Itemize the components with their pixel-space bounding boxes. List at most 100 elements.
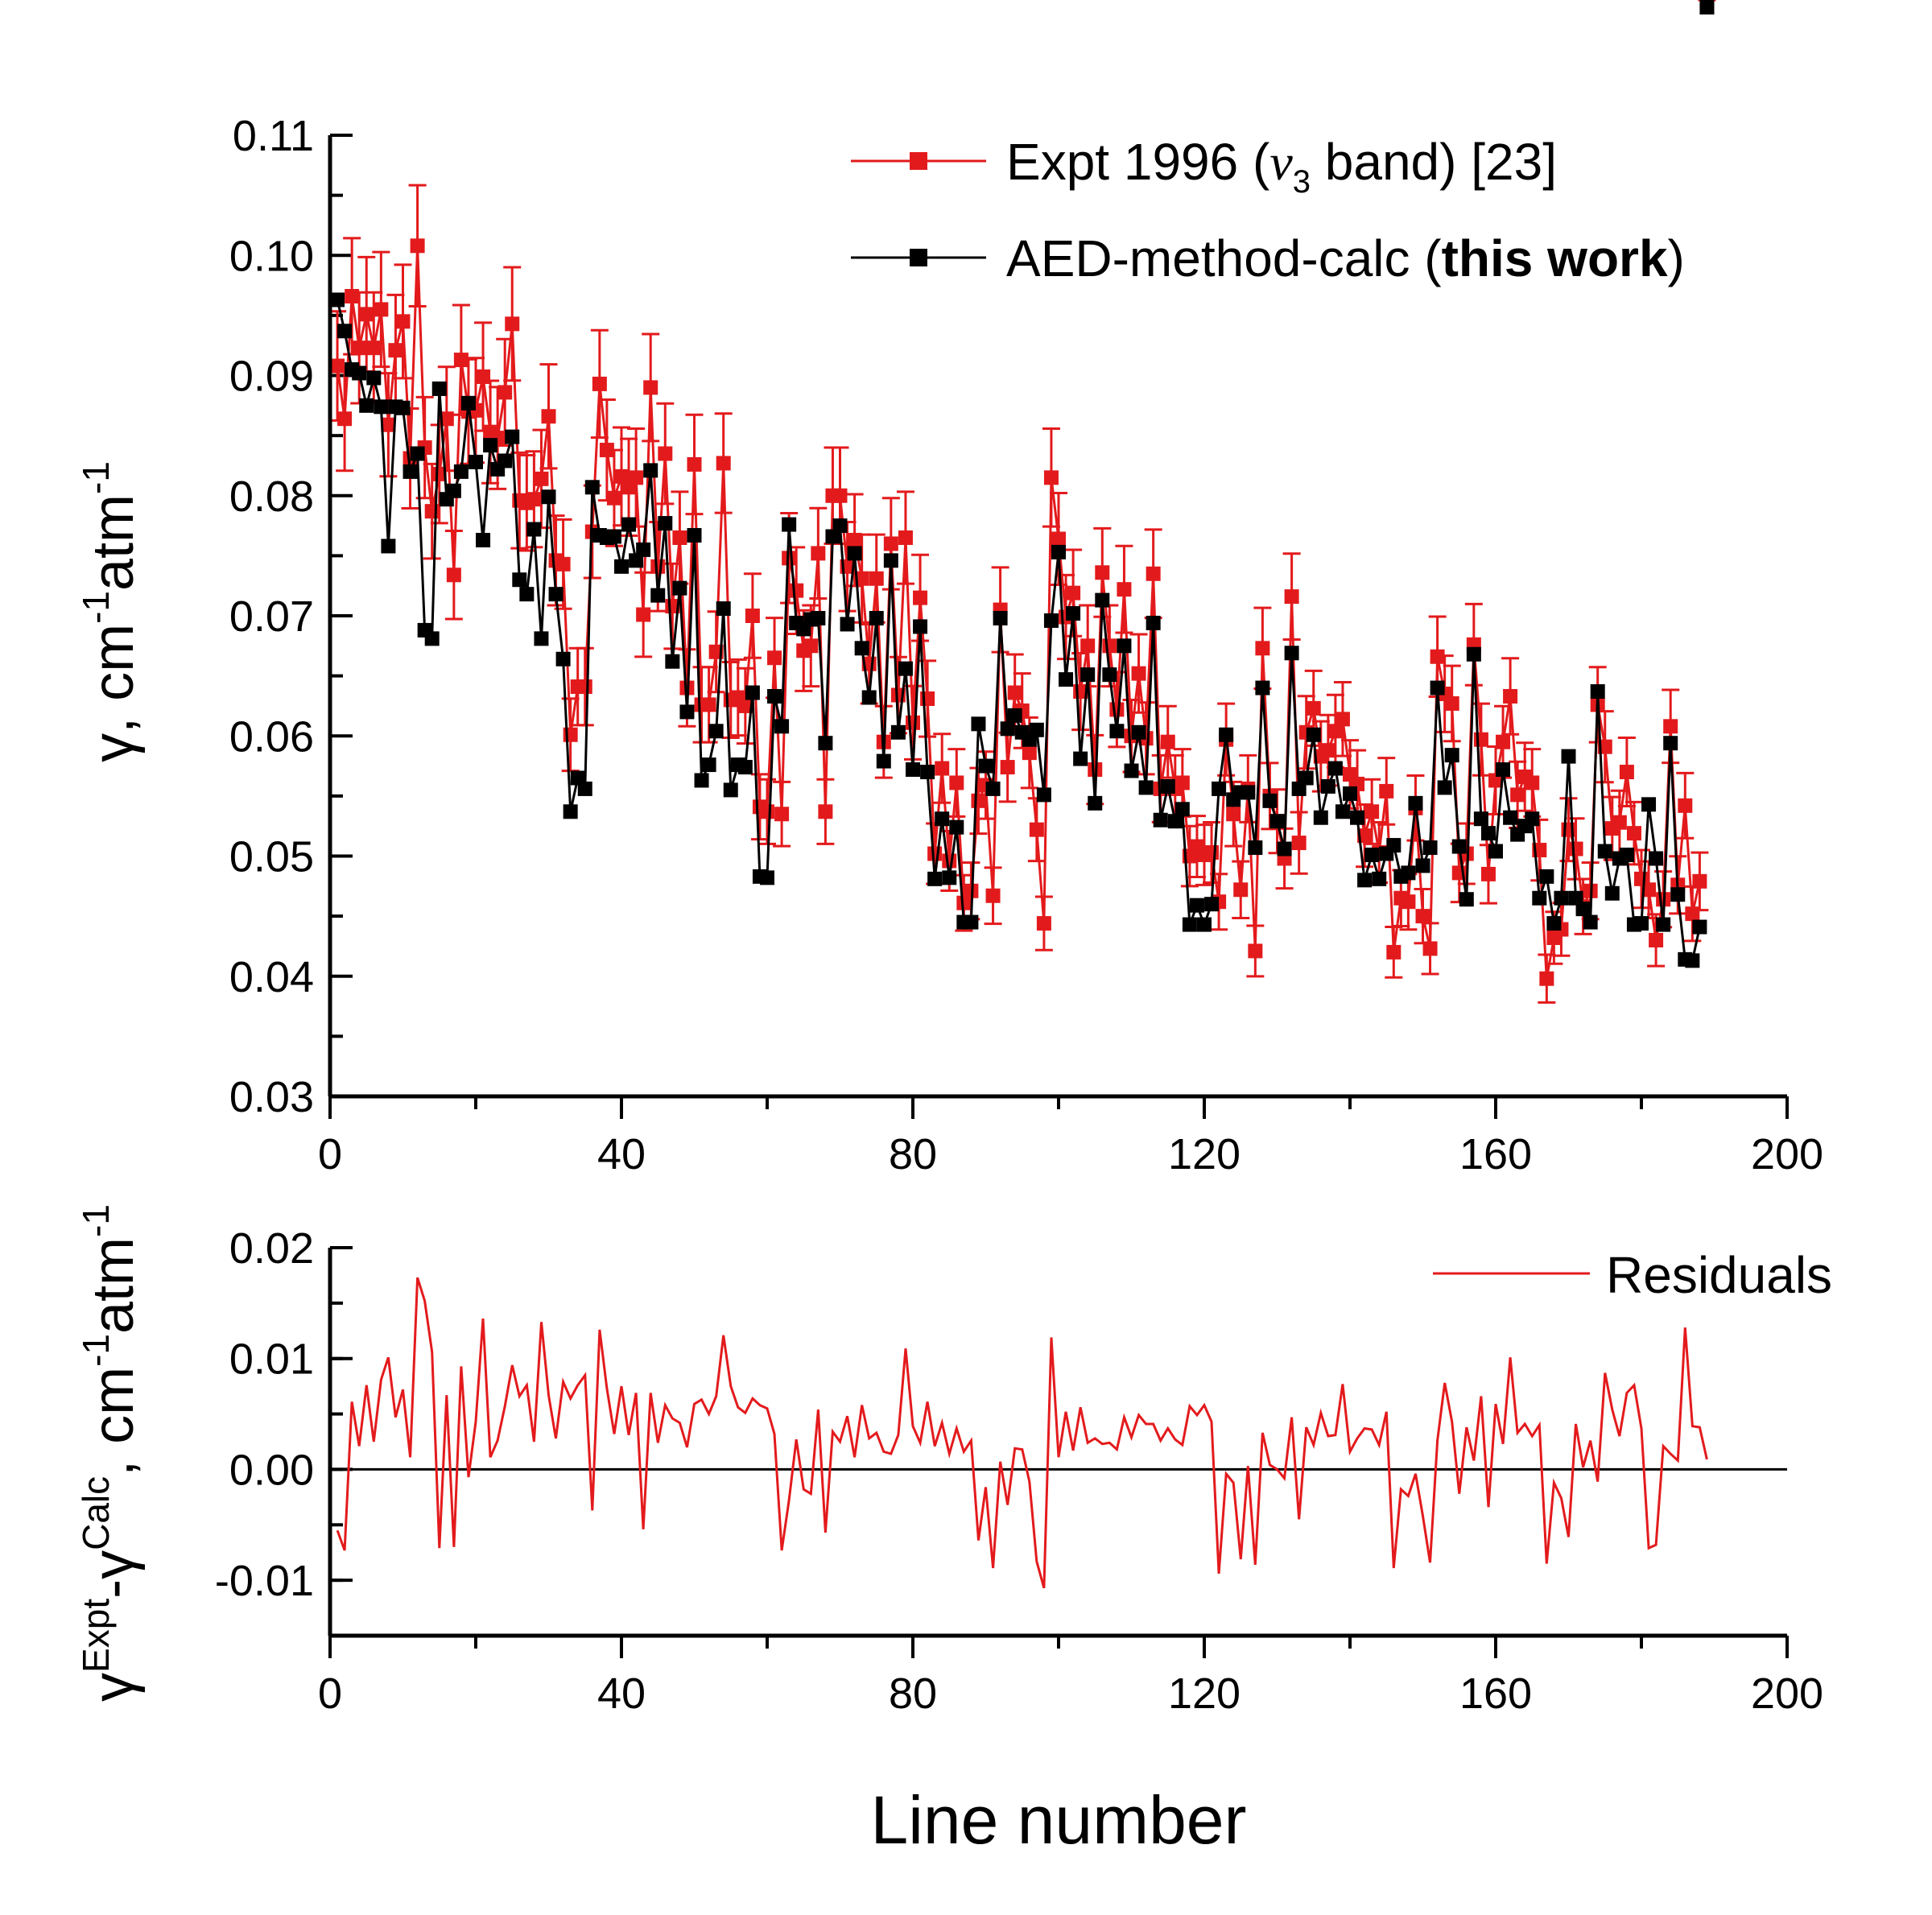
legend-expt-marker bbox=[910, 152, 927, 170]
legend-residuals-label: Residuals bbox=[1606, 1246, 1832, 1304]
calc-point bbox=[541, 489, 556, 505]
expt-point bbox=[760, 804, 774, 819]
expt-point bbox=[1496, 734, 1511, 749]
legend-calc-label: AED-method-calc (this work) bbox=[1006, 229, 1685, 287]
top-x-tick-label: 120 bbox=[1168, 1130, 1241, 1178]
calc-point bbox=[760, 870, 774, 885]
calc-point bbox=[1480, 826, 1496, 841]
calc-point bbox=[679, 704, 695, 720]
calc-point bbox=[927, 871, 943, 886]
calc-point bbox=[1597, 844, 1612, 859]
legend-expt-label: Expt 1996 (ν3 band) [23] bbox=[1006, 133, 1557, 200]
calc-point bbox=[577, 781, 592, 796]
expt-point bbox=[1422, 941, 1438, 956]
top-x-tick-label: 160 bbox=[1459, 1130, 1532, 1178]
top-y-tick-label: 0.04 bbox=[229, 953, 314, 1001]
calc-point bbox=[1327, 761, 1343, 776]
expt-point bbox=[337, 411, 353, 427]
expt-point bbox=[1473, 732, 1488, 747]
expt-point bbox=[1379, 783, 1394, 799]
expt-point bbox=[381, 417, 396, 432]
calc-point bbox=[920, 765, 935, 780]
calc-point bbox=[687, 528, 702, 543]
calc-point bbox=[555, 651, 571, 667]
expt-point bbox=[1000, 760, 1015, 775]
calc-point bbox=[811, 610, 826, 625]
calc-point bbox=[1306, 727, 1321, 742]
calc-point bbox=[1634, 916, 1649, 931]
expt-point bbox=[658, 446, 673, 461]
calc-markers bbox=[330, 0, 1715, 968]
calc-point bbox=[942, 870, 957, 885]
expt-point bbox=[811, 546, 826, 561]
top-y-tick-label: 0.08 bbox=[229, 473, 314, 521]
calc-point bbox=[1109, 724, 1125, 739]
calc-point bbox=[1036, 787, 1051, 803]
calc-point bbox=[1124, 763, 1139, 778]
bottom-y-tick-label: 0.02 bbox=[229, 1224, 314, 1273]
calc-point bbox=[1488, 844, 1503, 859]
expt-point bbox=[803, 638, 819, 654]
calc-point bbox=[330, 292, 345, 307]
bottom-y-tick-label: 0.01 bbox=[229, 1335, 314, 1384]
calc-point bbox=[337, 324, 353, 339]
calc-point bbox=[453, 464, 469, 479]
expt-point bbox=[898, 530, 913, 545]
calc-point bbox=[672, 580, 687, 596]
calc-point bbox=[431, 381, 447, 396]
calc-point bbox=[505, 429, 520, 444]
calc-point bbox=[1401, 865, 1416, 881]
expt-point bbox=[505, 316, 520, 332]
calc-point bbox=[1204, 897, 1220, 912]
calc-point bbox=[1262, 793, 1278, 808]
calc-point bbox=[1364, 848, 1380, 863]
calc-point bbox=[512, 572, 527, 588]
top-x-tick-label: 40 bbox=[597, 1130, 646, 1178]
calc-point bbox=[534, 631, 549, 646]
calc-point bbox=[1255, 680, 1270, 695]
calc-point bbox=[497, 453, 513, 468]
calc-point bbox=[469, 454, 483, 469]
top-y-tick-label: 0.11 bbox=[233, 112, 314, 160]
calc-point bbox=[840, 617, 855, 632]
calc-point bbox=[737, 760, 753, 775]
calc-point bbox=[1007, 708, 1022, 723]
expt-point bbox=[1678, 798, 1693, 813]
expt-point bbox=[577, 679, 592, 695]
expt-point bbox=[1401, 894, 1416, 910]
calc-point bbox=[993, 610, 1008, 625]
expt-point bbox=[1255, 641, 1270, 656]
calc-point bbox=[614, 559, 629, 574]
top-plot-area bbox=[328, 0, 1716, 1004]
calc-point bbox=[402, 464, 418, 479]
calc-point bbox=[548, 587, 564, 602]
calc-point bbox=[978, 758, 993, 774]
calc-point bbox=[1051, 544, 1066, 559]
bottom-y-ticks: -0.01 0.00 0.01 0.02 bbox=[215, 1224, 353, 1637]
expt-point bbox=[913, 590, 928, 605]
calc-point bbox=[1320, 778, 1335, 794]
expt-point bbox=[1685, 906, 1700, 922]
top-x-tick-label: 80 bbox=[889, 1130, 937, 1178]
legend-entry-calc: AED-method-calc (this work) bbox=[851, 229, 1685, 287]
bottom-x-tick-label: 40 bbox=[597, 1669, 646, 1718]
calc-point bbox=[381, 539, 396, 554]
expt-point bbox=[1663, 719, 1678, 734]
expt-point bbox=[1146, 566, 1161, 581]
top-y-tick-label: 0.07 bbox=[229, 592, 314, 641]
expt-point bbox=[737, 698, 753, 713]
expt-point bbox=[650, 559, 666, 574]
calc-point bbox=[1298, 770, 1314, 786]
expt-point bbox=[745, 609, 760, 623]
expt-point bbox=[1233, 882, 1249, 898]
calc-point bbox=[483, 438, 498, 453]
top-y-tick-label: 0.03 bbox=[229, 1073, 314, 1121]
calc-point bbox=[1029, 722, 1044, 737]
calc-point bbox=[1422, 840, 1438, 856]
calc-point bbox=[1080, 667, 1096, 683]
expt-point bbox=[1051, 531, 1066, 547]
expt-point bbox=[1430, 649, 1445, 664]
expt-point bbox=[949, 775, 964, 790]
calc-point bbox=[1313, 810, 1328, 825]
expt-point bbox=[832, 488, 848, 503]
